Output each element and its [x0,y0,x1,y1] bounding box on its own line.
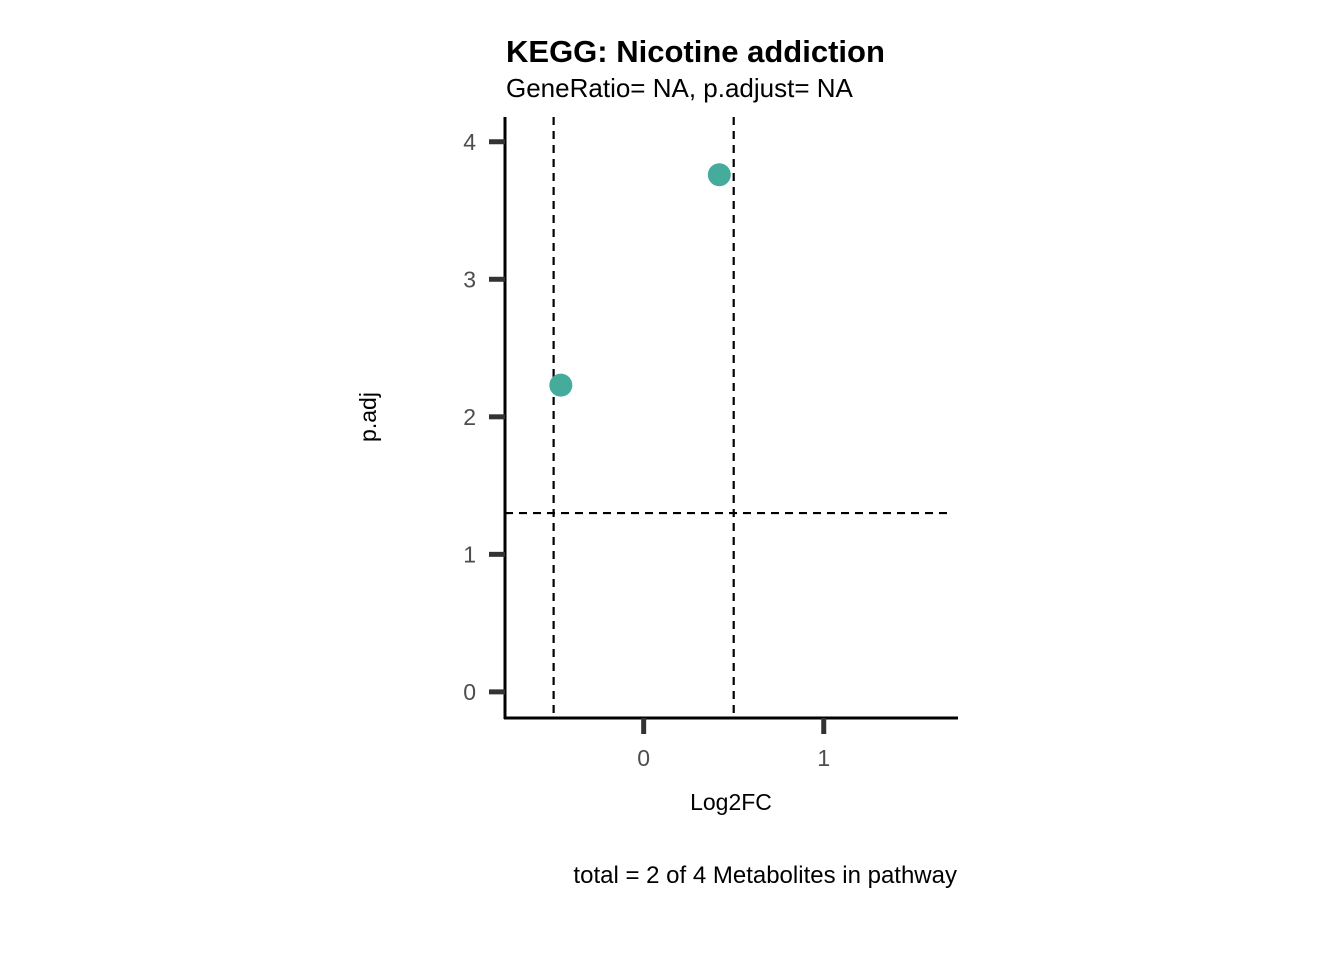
data-point-0 [549,373,573,397]
x-axis-title: Log2FC [690,789,772,815]
y-tick-label: 0 [463,679,476,705]
chart-subtitle: GeneRatio= NA, p.adjust= NA [506,73,854,103]
x-tick-label: 0 [637,745,650,771]
chart-title: KEGG: Nicotine addiction [506,34,885,69]
y-tick-label: 1 [463,541,476,567]
y-axis-title: p.adj [355,392,381,442]
chart-caption: total = 2 of 4 Metabolites in pathway [573,862,957,889]
y-tick-label: 4 [463,129,476,155]
x-tick-label: 1 [817,745,830,771]
y-axis-ticks: 0 1 2 3 4 [463,129,505,705]
y-tick-label: 3 [463,266,476,292]
data-point-1 [707,163,731,187]
reference-lines [505,117,949,718]
y-tick-label: 2 [463,404,476,430]
data-points [549,163,731,397]
